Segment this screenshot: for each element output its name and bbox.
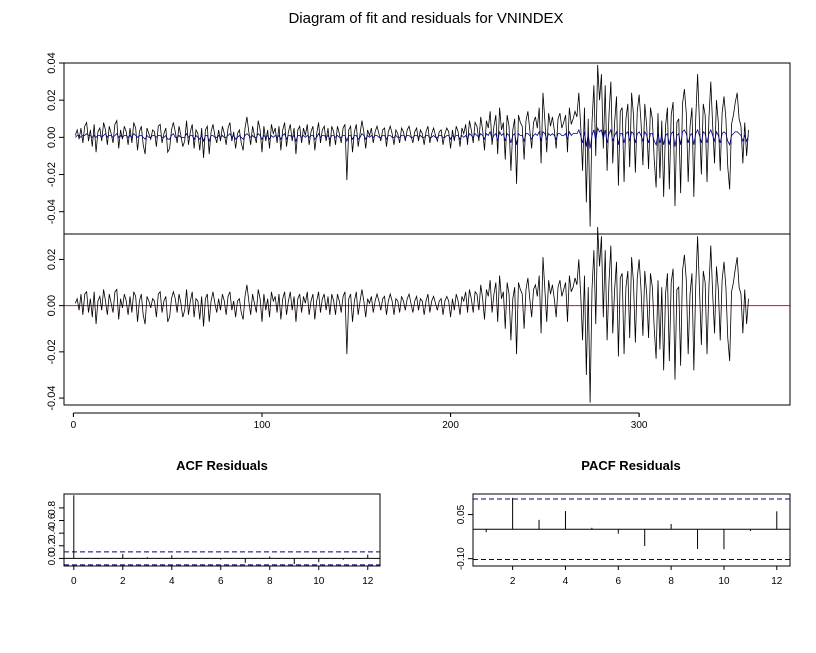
x-tick-label: 10 [718, 576, 730, 587]
x-tick-label: 12 [771, 576, 783, 587]
y-tick-label: 0.02 [46, 89, 58, 110]
acf-panel: 0.00.20.40.60.8 0 2 4 6 8 10 12 [47, 493, 381, 587]
residual-series-line [74, 227, 749, 403]
y-tick-label: -0.04 [46, 199, 58, 224]
fitted-series-line [75, 126, 749, 149]
y-tick-label: 0.6 [47, 513, 58, 527]
y-tick-label: -0.10 [456, 547, 467, 570]
x-tick-label: 10 [313, 576, 325, 587]
y-tick-label: 0.00 [46, 127, 58, 148]
acf-title: ACF Residuals [176, 458, 268, 473]
y-tick-label: 0.04 [46, 52, 58, 73]
residuals-panel: -0.04 -0.02 0.00 0.02 0 100 200 300 [46, 227, 791, 431]
p2-frame [63, 493, 381, 567]
x-tick-label: 12 [362, 576, 374, 587]
x-tick-label: 2 [120, 576, 126, 587]
y-tick-label: 0.8 [47, 501, 58, 515]
x-tick-label: 200 [442, 420, 459, 431]
x-tick-label: 6 [616, 576, 622, 587]
y-tick-label: -0.02 [46, 339, 58, 364]
y-tick-label: -0.04 [46, 386, 58, 411]
x-tick-label: 8 [668, 576, 674, 587]
actual-series-line [74, 64, 749, 227]
x-tick-label: 4 [563, 576, 569, 587]
pacf-panel: -0.10 0.05 2 4 6 8 10 12 [456, 493, 791, 587]
x-tick-label: 6 [218, 576, 224, 587]
y-tick-label: -0.02 [46, 162, 58, 187]
y-tick-label: 0.4 [47, 526, 58, 540]
x-tick-label: 300 [631, 420, 648, 431]
x-tick-label: 0 [71, 576, 77, 587]
y-tick-label: 0.05 [456, 504, 467, 524]
y-tick-label: 0.2 [47, 538, 58, 552]
figure-title: Diagram of fit and residuals for VNINDEX [288, 10, 563, 27]
fit-plot-frame [63, 62, 791, 235]
x-tick-label: 4 [169, 576, 175, 587]
x-tick-label: 2 [510, 576, 516, 587]
y-tick-label: 0.00 [46, 295, 58, 316]
x-tick-label: 100 [254, 420, 271, 431]
y-tick-label: 0.0 [47, 551, 58, 565]
p3-frame [472, 493, 791, 567]
pacf-title: PACF Residuals [581, 458, 680, 473]
x-tick-label: 0 [71, 420, 77, 431]
residual-plot-frame [63, 233, 791, 406]
y-tick-label: 0.02 [46, 249, 58, 270]
fit-panel: -0.04 -0.02 0.00 0.02 0.04 [46, 52, 791, 417]
x-tick-label: 8 [267, 576, 273, 587]
